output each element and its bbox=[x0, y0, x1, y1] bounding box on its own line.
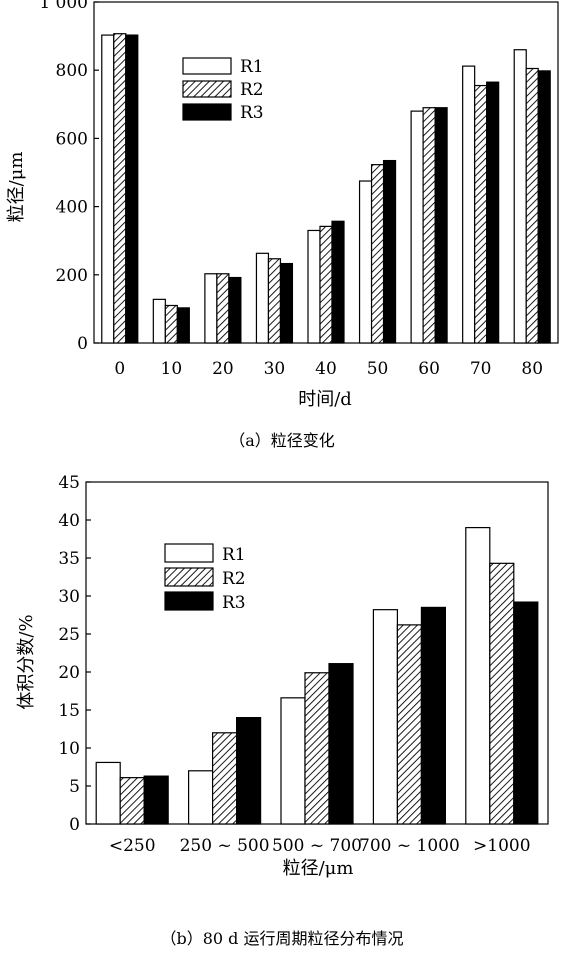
x-tick-label: <250 bbox=[109, 836, 156, 856]
x-tick-label: 30 bbox=[264, 359, 286, 379]
y-tick-label: 30 bbox=[58, 587, 80, 607]
bar-r1 bbox=[307, 229, 321, 344]
bar-r2 bbox=[422, 107, 436, 344]
caption-b: （b）80 d 运行周期粒径分布情况 bbox=[160, 929, 404, 948]
legend-swatch-r2 bbox=[182, 80, 232, 98]
bar-r2 bbox=[164, 304, 178, 344]
bar-r1 bbox=[188, 770, 214, 825]
y-tick-label: 10 bbox=[58, 739, 80, 759]
bar-r3 bbox=[486, 81, 500, 344]
bar-r3 bbox=[228, 276, 242, 344]
bar-r2 bbox=[525, 67, 539, 344]
bar-r1 bbox=[462, 65, 476, 344]
bar-r3 bbox=[176, 307, 190, 344]
bar-r3 bbox=[143, 775, 169, 825]
bar-r2 bbox=[489, 562, 515, 825]
y-tick-label: 800 bbox=[56, 61, 88, 81]
x-tick-label: 50 bbox=[367, 359, 389, 379]
bar-r1 bbox=[372, 609, 398, 825]
bar-r3 bbox=[279, 262, 294, 344]
x-tick-label: 0 bbox=[114, 359, 125, 379]
y-tick-label: 20 bbox=[58, 663, 80, 683]
bar-r3 bbox=[420, 606, 446, 825]
chart-a: 粒径/μm 时间/d 0 200 400 600 800 1 000 0 10 20 30 40 50… bbox=[6, 0, 559, 410]
legend-label-r2: R2 bbox=[222, 569, 246, 589]
x-tick-label: 80 bbox=[521, 359, 543, 379]
y-tick-label: 5 bbox=[69, 777, 80, 797]
bar-r1 bbox=[280, 697, 306, 825]
y-tick-label: 40 bbox=[58, 511, 80, 531]
legend-label-r3: R3 bbox=[222, 593, 246, 613]
legend-swatch-r1 bbox=[182, 57, 232, 75]
bar-r3 bbox=[125, 34, 139, 344]
bar-r3 bbox=[382, 159, 397, 344]
bar-r2 bbox=[113, 33, 127, 344]
y-tick-label: 0 bbox=[69, 815, 80, 835]
x-tick-label: 500 ~ 700 bbox=[272, 836, 362, 856]
legend-label-r1: R1 bbox=[222, 545, 246, 565]
y-tick-label: 25 bbox=[58, 625, 80, 645]
x-tick-label: 10 bbox=[161, 359, 183, 379]
bar-r2 bbox=[119, 777, 145, 825]
bar-r2 bbox=[396, 624, 422, 825]
y-axis-label-a: 粒径/μm bbox=[6, 152, 27, 223]
bar-r2 bbox=[267, 258, 282, 344]
x-tick-label: 700 ~ 1000 bbox=[359, 836, 460, 856]
y-tick-label: 45 bbox=[58, 473, 80, 493]
y-tick-label: 1 000 bbox=[39, 0, 88, 13]
y-tick-label: 0 bbox=[77, 334, 88, 354]
x-tick-label: 20 bbox=[212, 359, 234, 379]
chart-b: 体积分数/% 粒径/μm 0 5 10 15 20 25 30 35 40 45 <250 250 ~… bbox=[16, 473, 549, 879]
legend-label-r1: R1 bbox=[240, 57, 264, 77]
bar-r1 bbox=[204, 273, 218, 344]
legend-swatch-r2 bbox=[164, 567, 214, 587]
bar-r3 bbox=[537, 70, 551, 344]
bar-r2 bbox=[212, 732, 238, 825]
bar-r2 bbox=[370, 164, 385, 344]
bar-r3 bbox=[328, 663, 354, 825]
bar-r3 bbox=[434, 107, 448, 344]
legend-swatch-r1 bbox=[164, 543, 214, 563]
y-tick-label: 600 bbox=[56, 129, 88, 149]
x-tick-label: 40 bbox=[315, 359, 337, 379]
bar-r1 bbox=[513, 49, 527, 344]
y-tick-label: 200 bbox=[56, 266, 88, 286]
x-tick-label: 250 ~ 500 bbox=[180, 836, 270, 856]
bar-r1 bbox=[255, 252, 270, 344]
y-axis-label-b: 体积分数/% bbox=[16, 614, 37, 709]
legend-label-r3: R3 bbox=[240, 103, 264, 123]
bar-r1 bbox=[465, 526, 491, 825]
bar-r3 bbox=[236, 717, 262, 825]
bar-r2 bbox=[319, 225, 333, 344]
bar-r1 bbox=[152, 298, 166, 344]
x-tick-label: >1000 bbox=[473, 836, 531, 856]
bar-r1 bbox=[95, 761, 121, 825]
y-tick-label: 35 bbox=[58, 549, 80, 569]
x-tick-label: 60 bbox=[418, 359, 440, 379]
bar-r3 bbox=[331, 220, 345, 344]
bar-r2 bbox=[304, 672, 330, 825]
bar-r2 bbox=[216, 273, 230, 344]
legend-swatch-r3 bbox=[182, 103, 232, 121]
bar-r1 bbox=[101, 34, 115, 344]
bar-r3 bbox=[513, 601, 539, 825]
x-axis-label-a: 时间/d bbox=[298, 389, 352, 410]
x-tick-label: 70 bbox=[470, 359, 492, 379]
bar-r1 bbox=[410, 110, 424, 344]
legend-swatch-r3 bbox=[164, 591, 214, 611]
legend-label-r2: R2 bbox=[240, 80, 264, 100]
bar-r2 bbox=[474, 84, 488, 344]
y-tick-label: 400 bbox=[56, 198, 88, 218]
bar-r1 bbox=[358, 180, 373, 344]
x-axis-label-b: 粒径/μm bbox=[283, 858, 354, 879]
caption-a: （a）粒径变化 bbox=[229, 431, 335, 450]
y-tick-label: 15 bbox=[58, 701, 80, 721]
